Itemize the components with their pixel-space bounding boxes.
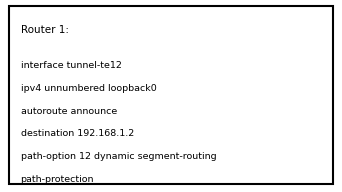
Text: ipv4 unnumbered loopback0: ipv4 unnumbered loopback0: [21, 84, 156, 93]
FancyBboxPatch shape: [9, 6, 333, 184]
Text: Router 1:: Router 1:: [21, 25, 68, 35]
Text: path-option 12 dynamic segment-routing: path-option 12 dynamic segment-routing: [21, 152, 216, 161]
Text: interface tunnel-te12: interface tunnel-te12: [21, 61, 121, 70]
Text: path-protection: path-protection: [21, 175, 94, 184]
Text: destination 192.168.1.2: destination 192.168.1.2: [21, 129, 134, 138]
Text: autoroute announce: autoroute announce: [21, 107, 117, 116]
